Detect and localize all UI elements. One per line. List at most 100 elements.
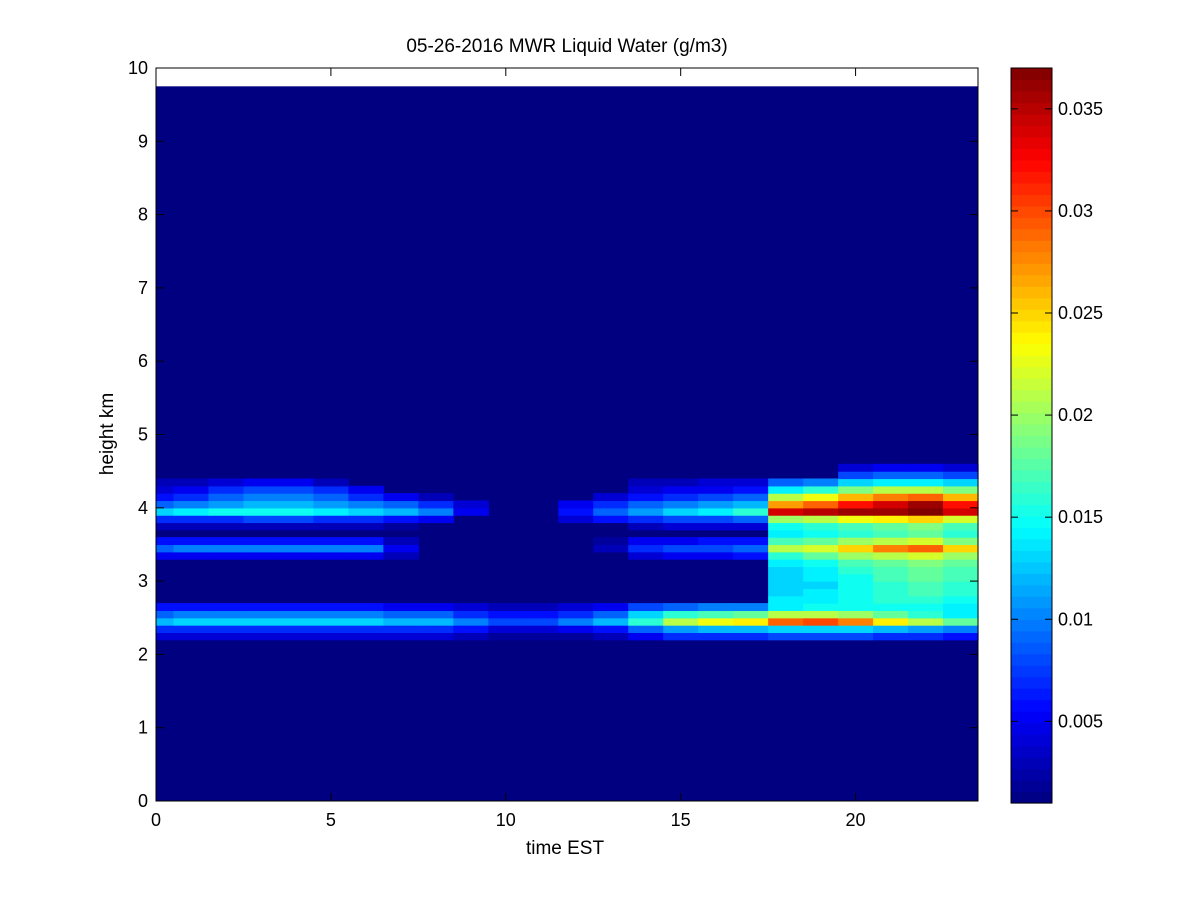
heatmap-cell [873,632,909,641]
heatmap-cell [208,485,245,494]
heatmap-cell [243,522,280,531]
heatmap-cell [733,610,769,619]
heatmap-cell [383,603,419,612]
heatmap-cell [803,595,839,604]
heatmap-cell [838,625,874,634]
heatmap-cell [733,522,769,531]
heatmap-cell [558,632,594,641]
heatmap-cell [418,603,454,612]
heatmap-cell [698,544,734,553]
heatmap-cell [838,551,874,560]
heatmap-cell [733,603,769,612]
heatmap-cell [873,529,909,538]
heatmap-cell [278,625,315,634]
heatmap-cell [663,537,699,546]
heatmap-cell [943,478,979,487]
heatmap-cell [628,507,664,516]
colorbar-segment [1011,366,1052,379]
y-tick-label: 0 [138,791,148,811]
heatmap-cell [208,522,245,531]
heatmap-cell [663,500,699,509]
heatmap-cell [208,632,245,641]
heatmap-cell [243,610,280,619]
colorbar-segment [1011,424,1052,437]
heatmap-cell [663,632,699,641]
heatmap-cell [208,507,245,516]
heatmap-cell [488,625,524,634]
heatmap-cell [208,500,245,509]
heatmap-cell [628,625,664,634]
colorbar-segment [1011,527,1052,540]
heatmap-cell [873,478,909,487]
colorbar-segment [1011,676,1052,689]
heatmap-cell [558,515,594,524]
heatmap-cell [873,617,909,626]
colorbar-segment [1011,136,1052,149]
heatmap-cell [838,588,874,597]
heatmap-cell [348,485,384,494]
heatmap-cell [943,485,979,494]
colorbar-segment [1011,573,1052,586]
heatmap-cell [523,603,559,612]
heatmap-cell [838,478,874,487]
heatmap-cell [278,632,315,641]
heatmap-cell [873,588,909,597]
y-axis-label: height km [97,393,118,475]
heatmap-cell [803,581,839,590]
colorbar-segment [1011,550,1052,563]
heatmap-cell [663,515,699,524]
heatmap-cell [943,500,979,509]
x-tick-label: 20 [846,810,866,830]
heatmap-cell [803,603,839,612]
heatmap-cell [313,515,349,524]
heatmap-cell [803,625,839,634]
x-tick-label: 5 [326,810,336,830]
heatmap-cell [156,522,175,531]
heatmap-cell [663,478,699,487]
y-tick-label: 8 [138,205,148,225]
colorbar-tick-label: 0.03 [1058,201,1093,221]
heatmap-cell [156,625,175,634]
heatmap-cell [173,610,210,619]
heatmap-cell [348,507,384,516]
colorbar-segment [1011,228,1052,241]
heatmap-cell [943,544,979,553]
heatmap-cell [698,493,734,502]
heatmap-cell [348,632,384,641]
heatmap-cell [908,537,944,546]
heatmap-cell [908,610,944,619]
heatmap-cell [768,588,804,597]
heatmap-cell [243,632,280,641]
heatmap-cell [768,537,804,546]
heatmap-cell [943,581,979,590]
heatmap-cell [698,500,734,509]
heatmap-cell [453,610,489,619]
heatmap-cell [663,625,699,634]
colorbar-segment [1011,343,1052,356]
heatmap-cell [698,603,734,612]
heatmap-cell [628,544,664,553]
heatmap-cell [628,522,664,531]
heatmap-cell [208,617,245,626]
heatmap-cell [418,515,454,524]
heatmap-cell [943,632,979,641]
heatmap-cell [173,551,210,560]
colorbar-segment [1011,274,1052,287]
colorbar-segment [1011,309,1052,322]
heatmap-cell [628,610,664,619]
heatmap-cell [243,551,280,560]
heatmap-cell [453,625,489,634]
heatmap-cell [768,551,804,560]
heatmap-cell [558,507,594,516]
heatmap-cell [243,603,280,612]
heatmap-cell [873,581,909,590]
heatmap-cell [663,485,699,494]
heatmap-cell [698,515,734,524]
heatmap-cell [838,566,874,575]
heatmap-cell [943,529,979,538]
heatmap-cell [733,493,769,502]
heatmap-cell [838,463,874,472]
heatmap-cell [908,632,944,641]
heatmap-cell [873,485,909,494]
colorbar-segment [1011,561,1052,574]
